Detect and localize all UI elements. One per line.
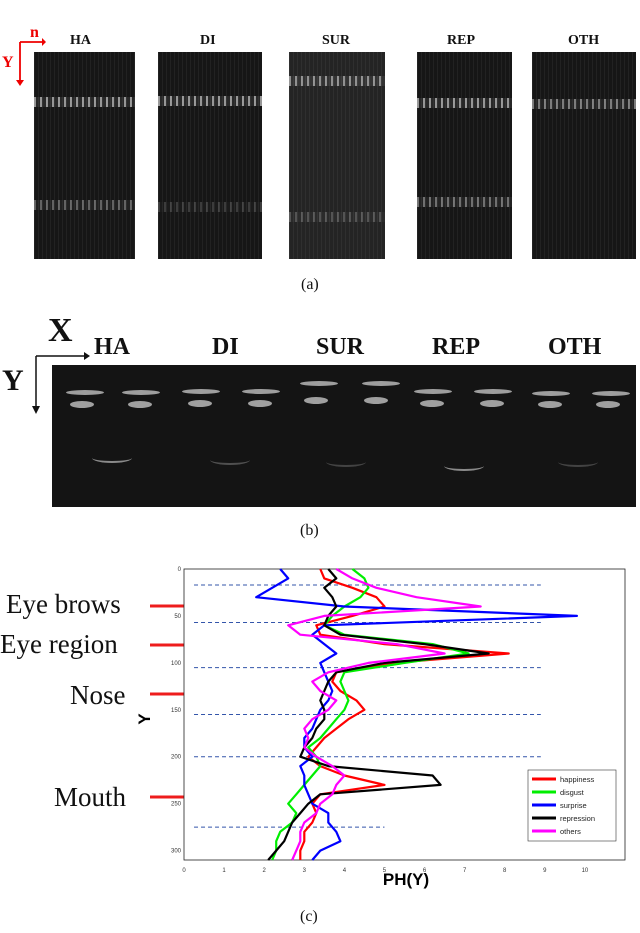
feature-label-nose: Nose [70,680,126,710]
feature-label-eye-region: Eye region [0,629,118,659]
y-tick-label: 0 [178,567,182,573]
series-line-repression [267,568,490,861]
panel-b-face-sur [288,365,404,507]
panel-a-y-label: Y [2,54,14,71]
panel-b-title-oth: OTH [548,334,602,360]
legend-label-others: others [560,827,581,836]
y-tick-label: 50 [174,614,181,620]
series-line-happiness [299,568,510,860]
x-tick-label: 8 [503,868,507,874]
y-tick-label: 200 [171,755,182,761]
panel-a-axis-arrows [16,38,46,86]
y-tick-label: 300 [171,849,182,855]
panel-b-face-rep [404,365,520,507]
panel-a-texture-ha [34,52,135,259]
legend-label-disgust: disgust [560,788,585,797]
x-tick-label: 5 [383,868,387,874]
panel-a-title-rep: REP [447,33,475,48]
panel-b-x-label: X [48,312,73,349]
panel-a-texture-rep [417,52,512,259]
feature-label-mouth: Mouth [54,782,127,812]
series-line-disgust [271,568,470,861]
y-tick-label: 100 [171,661,182,667]
legend: happiness disgust surprise repression others [527,769,617,842]
x-tick-label: 4 [343,868,347,874]
legend-label-surprise: surprise [560,801,587,810]
y-tick-label: 150 [171,708,182,714]
panel-b-axis-arrows [32,352,90,414]
panel-a-texture-sur [289,52,385,259]
x-tick-label: 9 [543,868,547,874]
x-tick-label: 10 [582,868,589,874]
panel-b-title-sur: SUR [316,334,365,360]
panel-a-caption: (a) [301,276,319,293]
panel-c-caption: (c) [300,908,318,925]
panel-c: Eye brows Eye region Nose Mouth 0 1 2 3 4 5 6 7… [0,555,640,933]
x-tick-label: 2 [263,868,267,874]
panel-b-title-di: DI [212,334,239,360]
panel-b: X Y HA DI SUR REP OTH (b) [0,300,640,550]
panel-a-texture-di [158,52,262,259]
panel-b-y-label: Y [2,364,24,397]
panel-a-n-label: n [30,24,39,41]
panel-b-title-rep: REP [432,334,480,360]
panel-a: n Y HA DI SUR REP OTH (a) [0,0,640,300]
x-tick-label: 1 [222,868,226,874]
panel-b-caption: (b) [300,522,319,539]
panel-a-title-ha: HA [70,33,91,48]
x-axis-label: PH(Y) [383,870,429,889]
panel-b-face-di [170,365,288,507]
panel-b-title-ha: HA [94,334,130,360]
x-tick-label: 7 [463,868,467,874]
panel-a-title-sur: SUR [322,33,351,48]
y-axis-label: Y [135,713,154,725]
x-tick-label: 6 [423,868,427,874]
panel-a-title-di: DI [200,33,216,48]
panel-a-title-oth: OTH [568,33,600,48]
x-tick-label: 3 [303,868,307,874]
feature-label-eye-brows: Eye brows [6,589,121,619]
panel-b-face-ha [52,365,170,507]
y-tick-label: 250 [171,802,182,808]
panel-b-face-oth [520,365,636,507]
series-line-others [287,568,482,861]
panel-a-texture-oth [532,52,636,259]
x-tick-label: 0 [182,868,186,874]
legend-label-happiness: happiness [560,775,594,784]
legend-label-repression: repression [560,814,595,823]
